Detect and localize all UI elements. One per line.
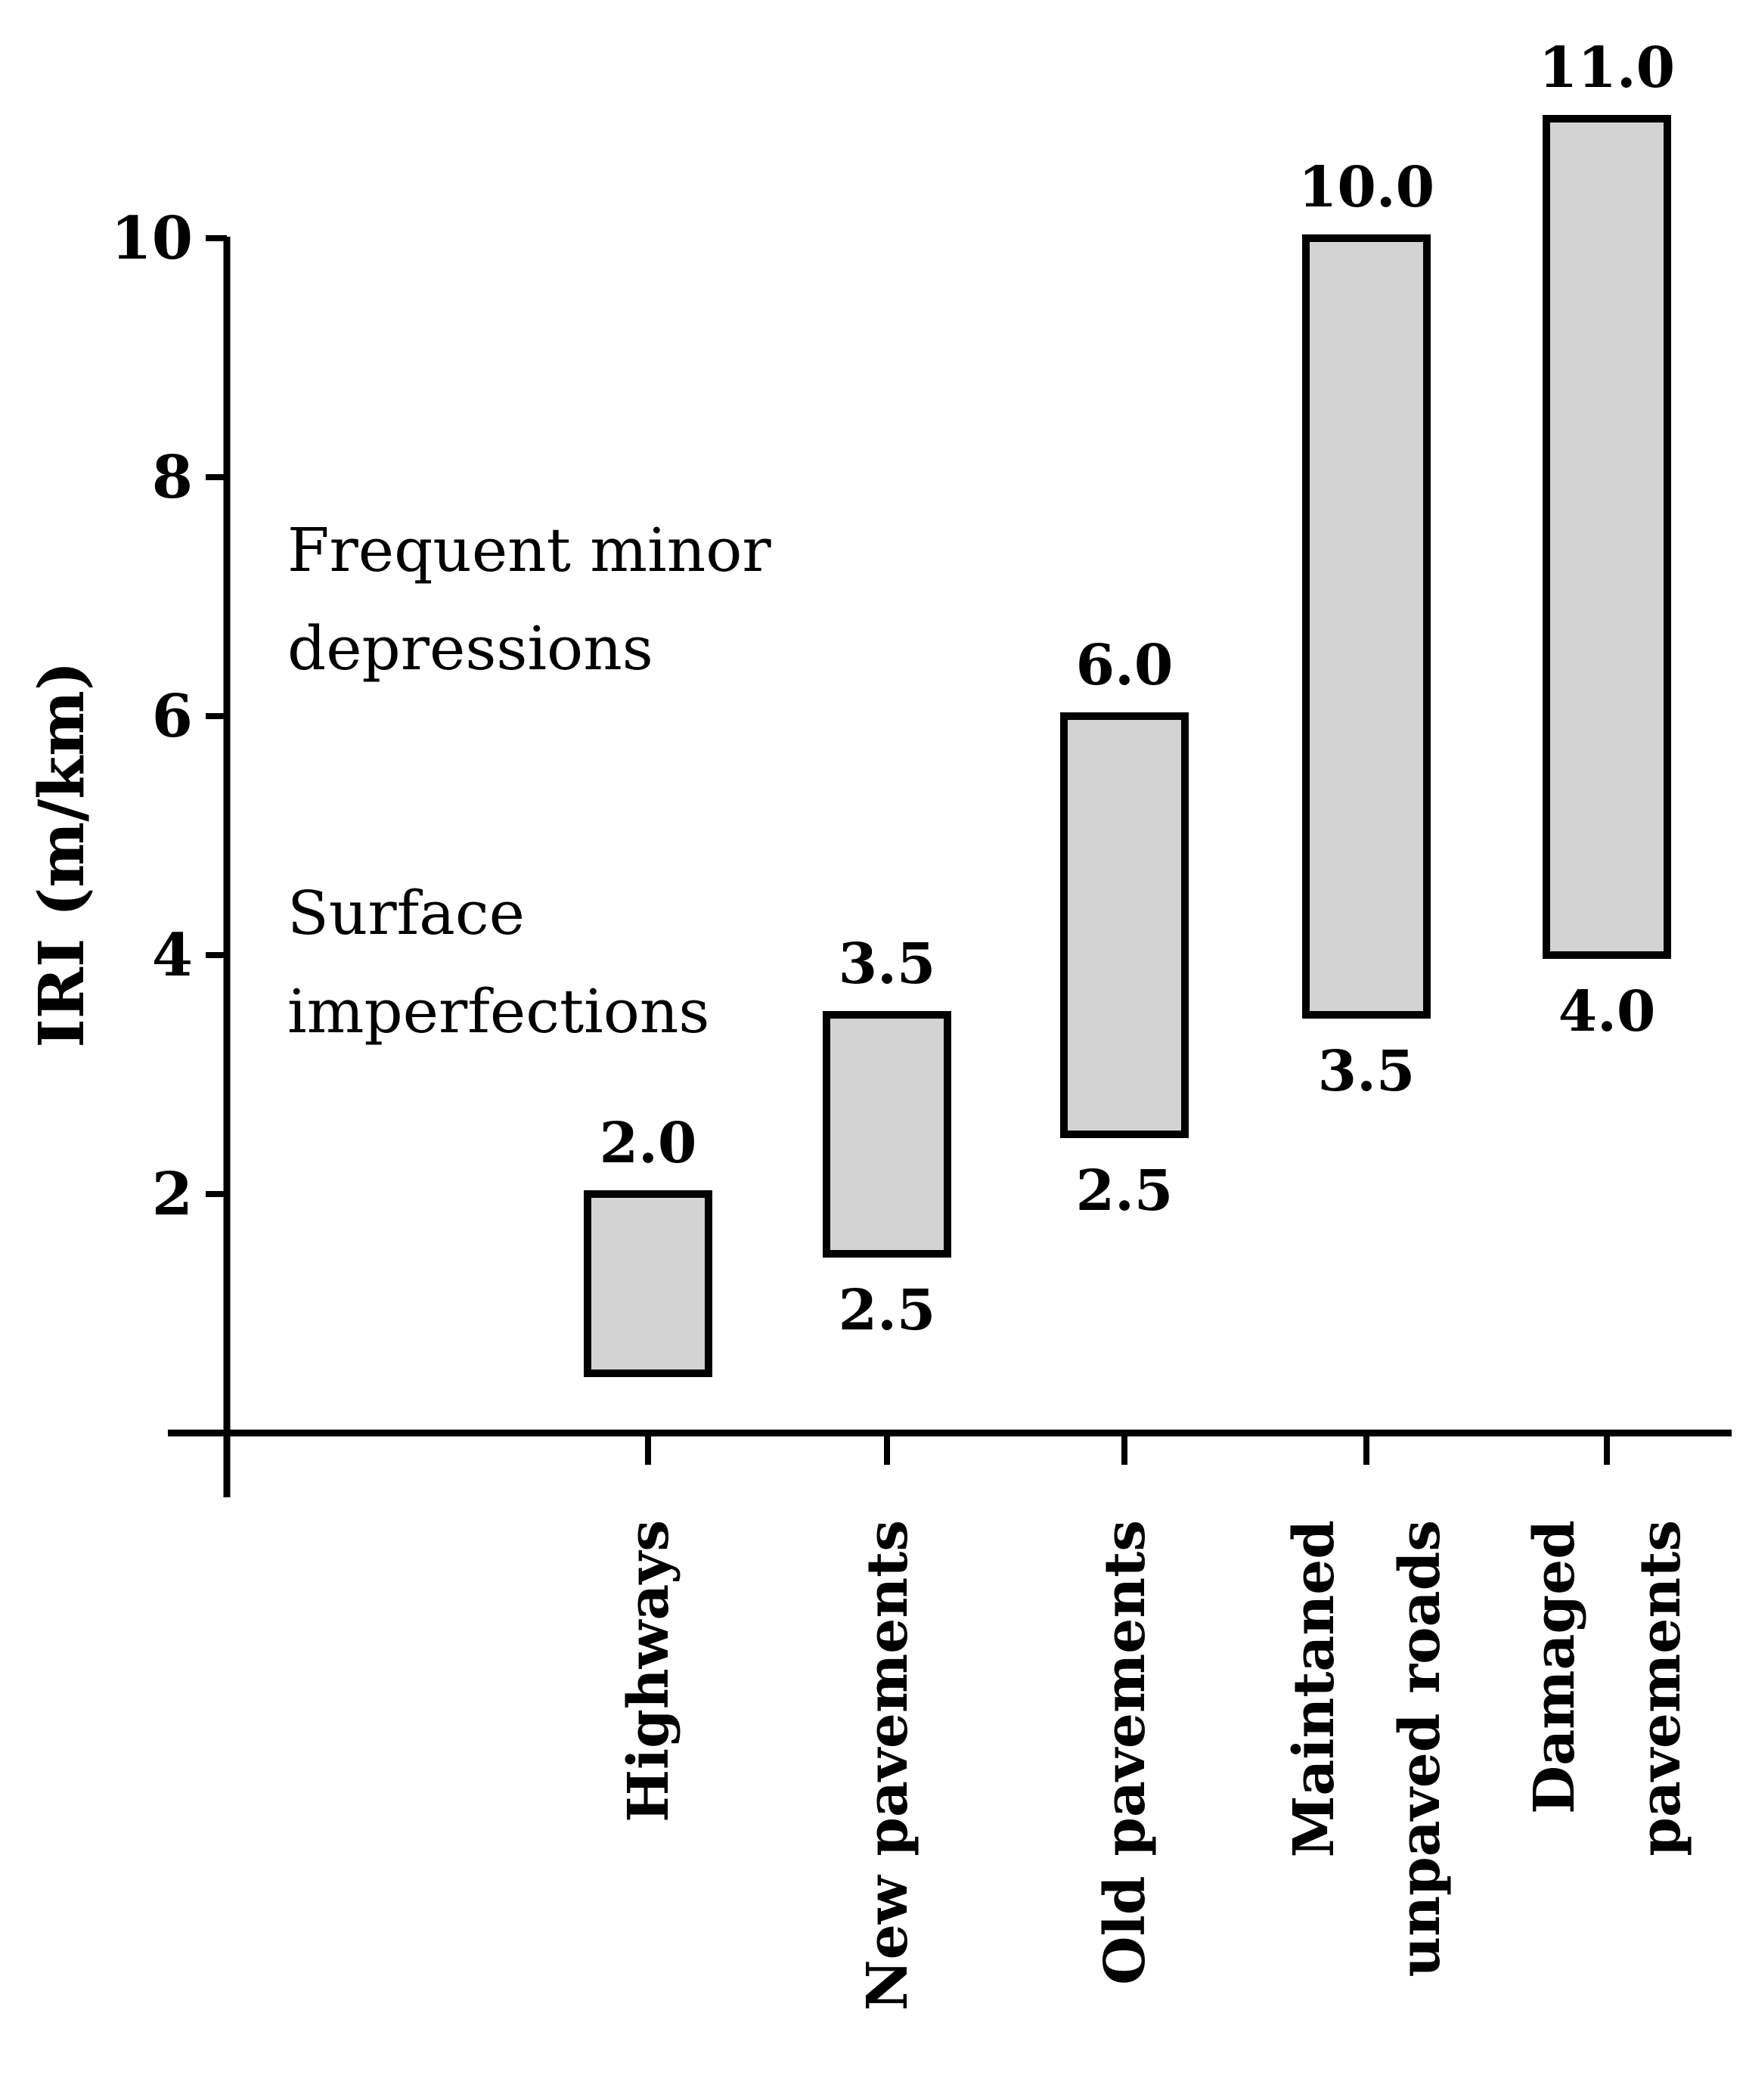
data-label-bottom: 2.5 bbox=[839, 1278, 936, 1343]
y-tick-label: 8 bbox=[152, 443, 193, 512]
category-label: Old pavements bbox=[1093, 1520, 1158, 1985]
data-label-top: 2.0 bbox=[600, 1111, 697, 1176]
bar bbox=[1543, 115, 1671, 959]
data-label-bottom: 2.5 bbox=[1076, 1159, 1174, 1224]
y-ticks: 2 4 6 8 10 bbox=[110, 204, 1610, 1465]
annotation-text: imperfections bbox=[287, 976, 709, 1047]
y-tick-label: 4 bbox=[152, 921, 193, 990]
y-tick-label: 6 bbox=[152, 682, 193, 751]
y-axis-label: IRI (m/km) bbox=[26, 661, 98, 1047]
annotations: Frequent minor depressions Surface imperfec… bbox=[287, 515, 771, 1047]
category-label: unpaved roads bbox=[1388, 1520, 1453, 1977]
annotation-text: Frequent minor bbox=[287, 515, 771, 585]
axes bbox=[168, 237, 1732, 1497]
bar bbox=[1302, 234, 1431, 1019]
data-label-bottom: 3.5 bbox=[1318, 1039, 1416, 1104]
category-labels: Highways New pavements Old pavements Mainta… bbox=[616, 1520, 1693, 2011]
y-tick-label: 2 bbox=[152, 1160, 193, 1229]
bars bbox=[584, 115, 1671, 1377]
y-tick-label: 10 bbox=[110, 204, 193, 273]
data-label-bottom: 4.0 bbox=[1558, 979, 1656, 1044]
category-label: Maintaned bbox=[1282, 1520, 1347, 1858]
category-label: Damaged bbox=[1522, 1520, 1587, 1814]
data-label-top: 11.0 bbox=[1539, 36, 1675, 101]
category-label: New pavements bbox=[855, 1520, 920, 2011]
data-label-top: 10.0 bbox=[1298, 155, 1434, 220]
annotation-text: depressions bbox=[287, 613, 653, 684]
annotation-text: Surface bbox=[287, 878, 525, 948]
bar bbox=[1060, 712, 1189, 1138]
bar bbox=[584, 1190, 712, 1377]
category-label: pavements bbox=[1628, 1520, 1693, 1856]
category-label: Highways bbox=[616, 1520, 681, 1822]
data-labels: 2.0 3.5 6.0 10.0 11.0 2.5 2.5 3.5 4.0 bbox=[600, 36, 1675, 1343]
data-label-top: 3.5 bbox=[839, 932, 936, 997]
bar bbox=[823, 1011, 951, 1258]
data-label-top: 6.0 bbox=[1076, 633, 1174, 698]
